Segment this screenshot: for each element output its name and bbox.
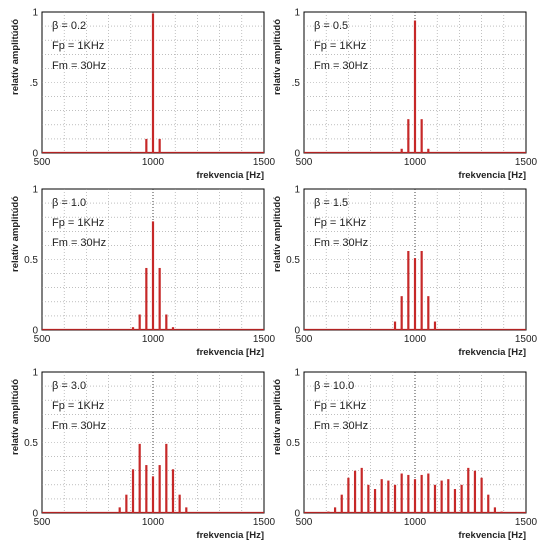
y-tick-label: 1 xyxy=(294,185,300,196)
x-tick-label: 1000 xyxy=(142,334,165,345)
x-axis-label: frekvencia [Hz] xyxy=(458,347,526,358)
spectrum-chart-5: 500 1000 1500 0 0.5 1 frekvencia [Hz] relatív a… xyxy=(10,368,276,542)
x-tick-label: 1000 xyxy=(404,334,427,345)
y-axis-label: relatív amplitúdó xyxy=(10,379,21,455)
x-axis-label: frekvencia [Hz] xyxy=(196,530,264,541)
parameter-annotation: β = 0.2 xyxy=(52,20,86,32)
y-tick-label: 0 xyxy=(294,326,300,337)
parameter-annotation: Fm = 30Hz xyxy=(314,420,368,432)
parameter-annotation: Fp = 1KHz xyxy=(314,40,366,52)
parameter-annotation: Fm = 30Hz xyxy=(52,60,106,72)
y-axis-label: relatív amplitúdó xyxy=(272,379,283,455)
parameter-annotation: β = 1.5 xyxy=(314,197,348,209)
spectrum-chart-6: 500 1000 1500 0 0.5 1 frekvencia [Hz] relatív a… xyxy=(272,368,538,542)
y-axis-label: relatív amplitúdó xyxy=(272,196,283,272)
y-tick-label: 1 xyxy=(32,185,38,196)
parameter-annotation: Fp = 1KHz xyxy=(52,40,104,52)
parameter-annotation: β = 0.5 xyxy=(314,20,348,32)
x-tick-label: 1500 xyxy=(253,334,276,345)
x-tick-label: 1500 xyxy=(253,517,276,528)
x-tick-label: 500 xyxy=(296,334,313,345)
parameter-annotation: Fm = 30Hz xyxy=(52,420,106,432)
spectrum-chart-2: 500 1000 1500 0 .5 1 frekvencia [Hz] relatív am… xyxy=(272,8,538,182)
x-tick-label: 1500 xyxy=(253,157,276,168)
y-tick-label: 0 xyxy=(32,149,38,160)
y-tick-label: 1 xyxy=(32,8,38,19)
y-axis-label: relatív amplitúdó xyxy=(10,19,21,95)
parameter-annotation: Fp = 1KHz xyxy=(52,217,104,229)
x-tick-label: 500 xyxy=(34,334,51,345)
x-tick-label: 500 xyxy=(34,157,51,168)
x-tick-label: 1000 xyxy=(404,157,427,168)
x-axis-label: frekvencia [Hz] xyxy=(458,530,526,541)
x-axis-label: frekvencia [Hz] xyxy=(196,347,264,358)
y-axis-label: relatív amplitúdó xyxy=(272,19,283,95)
parameter-annotation: Fp = 1KHz xyxy=(314,217,366,229)
x-axis-label: frekvencia [Hz] xyxy=(458,170,526,181)
spectrum-chart-4: 500 1000 1500 0 0.5 1 frekvencia [Hz] relatív a… xyxy=(272,185,538,359)
y-tick-label: 0 xyxy=(294,509,300,520)
y-tick-label: 0 xyxy=(32,326,38,337)
x-tick-label: 1000 xyxy=(404,517,427,528)
y-tick-label: 0 xyxy=(32,509,38,520)
y-tick-label: 0.5 xyxy=(24,438,38,449)
x-tick-label: 1500 xyxy=(515,517,538,528)
spectrum-chart-3: 500 1000 1500 0 0.5 1 frekvencia [Hz] relatív a… xyxy=(10,185,276,359)
spectrum-chart-1: 500 1000 1500 0 .5 1 frekvencia [Hz] relatív am… xyxy=(10,8,276,182)
parameter-annotation: Fp = 1KHz xyxy=(314,400,366,412)
y-axis-label: relatív amplitúdó xyxy=(10,196,21,272)
y-tick-label: 1 xyxy=(294,8,300,19)
parameter-annotation: Fp = 1KHz xyxy=(52,400,104,412)
parameter-annotation: Fm = 30Hz xyxy=(52,237,106,249)
x-tick-label: 500 xyxy=(296,517,313,528)
x-tick-label: 1500 xyxy=(515,334,538,345)
x-tick-label: 500 xyxy=(296,157,313,168)
parameter-annotation: β = 10.0 xyxy=(314,380,354,392)
y-tick-label: 0.5 xyxy=(286,438,300,449)
x-axis-label: frekvencia [Hz] xyxy=(196,170,264,181)
parameter-annotation: Fm = 30Hz xyxy=(314,60,368,72)
parameter-annotation: Fm = 30Hz xyxy=(314,237,368,249)
x-tick-label: 1500 xyxy=(515,157,538,168)
y-tick-label: .5 xyxy=(292,78,301,89)
parameter-annotation: β = 1.0 xyxy=(52,197,86,209)
y-tick-label: 1 xyxy=(32,368,38,379)
x-tick-label: 1000 xyxy=(142,157,165,168)
x-tick-label: 1000 xyxy=(142,517,165,528)
parameter-annotation: β = 3.0 xyxy=(52,380,86,392)
y-tick-label: .5 xyxy=(30,78,39,89)
y-tick-label: 1 xyxy=(294,368,300,379)
y-tick-label: 0 xyxy=(294,149,300,160)
x-tick-label: 500 xyxy=(34,517,51,528)
y-tick-label: 0.5 xyxy=(24,255,38,266)
y-tick-label: 0.5 xyxy=(286,255,300,266)
